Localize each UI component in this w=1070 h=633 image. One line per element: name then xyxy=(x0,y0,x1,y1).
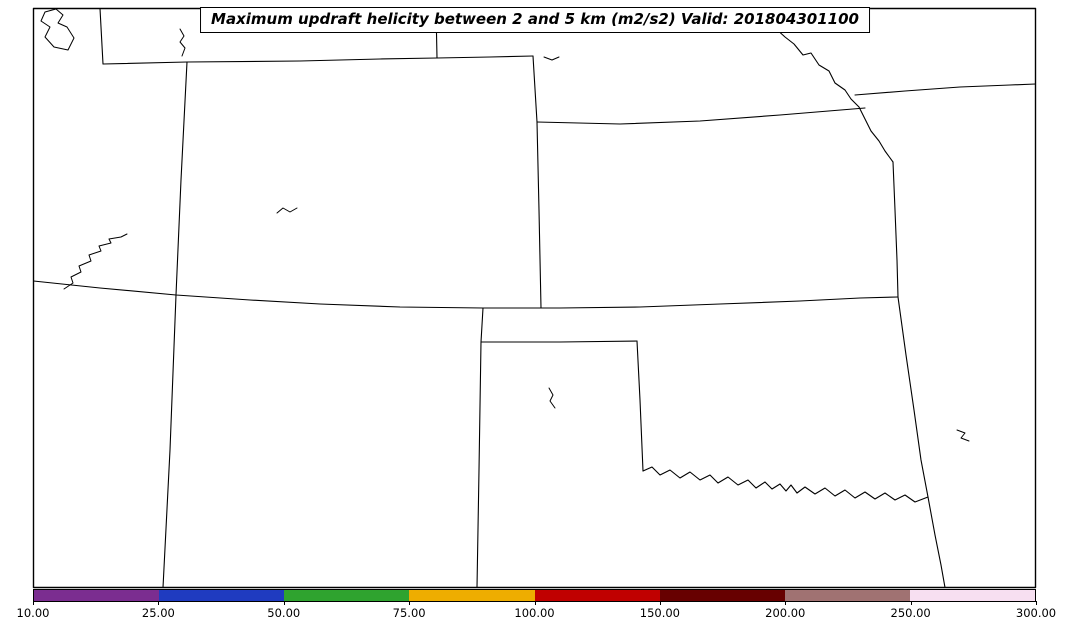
water-features xyxy=(40,8,970,442)
plot-title-box: Maximum updraft helicity between 2 and 5… xyxy=(200,7,870,33)
boundary-oklahoma-west xyxy=(636,340,644,472)
colorbar-segment-100-150 xyxy=(534,590,660,601)
colorbar-tick-label: 250.00 xyxy=(890,606,931,620)
boundary-texas-north xyxy=(480,340,638,343)
colorbar-tick-label: 25.00 xyxy=(141,606,175,620)
colorbar-tickmark xyxy=(1036,601,1037,605)
red-river xyxy=(642,466,929,503)
colorbar-tick-label: 200.00 xyxy=(765,606,806,620)
boundary-oklahoma-east xyxy=(897,296,929,498)
boundary-newmexico-east xyxy=(476,307,484,589)
colorbar-tick-label: 75.00 xyxy=(392,606,426,620)
boundary-colorado-newmexico-west xyxy=(162,61,188,589)
colorbar-tick-label: 100.00 xyxy=(514,606,555,620)
blue-mesa-reservoir xyxy=(276,207,298,214)
lake-powell xyxy=(63,233,128,290)
boundary-kansas-north xyxy=(536,107,866,125)
colorbar-tickmark xyxy=(33,601,34,605)
colorbar-segment-25-50 xyxy=(159,590,285,601)
boundary-texas-arkansas xyxy=(927,496,946,589)
boundary-41n-parallel xyxy=(102,55,534,65)
lake-meredith xyxy=(548,387,556,409)
colorbar-tickmark xyxy=(910,601,912,605)
colorbar-tick-label: 10.00 xyxy=(16,606,50,620)
colorbar-tick-labels: 10.00 25.00 50.00 75.00 100.00 150.00 200.00 25… xyxy=(0,606,1070,626)
colorbar-segment-50-75 xyxy=(284,590,410,601)
colorbar-tickmark xyxy=(409,601,411,605)
boundary-37n-parallel xyxy=(32,280,899,309)
colorbar-tickmark xyxy=(659,601,661,605)
colorbar-segment-150-200 xyxy=(659,590,785,601)
lake-mcconaughy xyxy=(543,56,560,61)
colorbar-tick-label: 50.00 xyxy=(267,606,301,620)
colorbar-segment-10-25 xyxy=(34,590,160,601)
boundary-utah-wyoming xyxy=(99,7,104,65)
colorbar-tickmark xyxy=(785,601,787,605)
map-frame xyxy=(32,7,1037,589)
colorbar-tickmark xyxy=(534,601,536,605)
boundary-kansas-east xyxy=(892,161,899,298)
boundary-colorado-east xyxy=(532,55,542,309)
plot-title: Maximum updraft helicity between 2 and 5… xyxy=(211,10,859,28)
colorbar-segment-250-300 xyxy=(909,590,1035,601)
colorbar xyxy=(33,589,1036,602)
missouri-river xyxy=(769,7,894,163)
colorbar-tickmark xyxy=(283,601,285,605)
colorbar-segment-75-100 xyxy=(409,590,535,601)
state-boundaries xyxy=(32,7,1037,589)
colorbar-tickmarks xyxy=(0,601,1070,606)
great-salt-lake xyxy=(40,8,75,51)
colorbar-tick-label: 150.00 xyxy=(639,606,680,620)
boundary-iowa-missouri xyxy=(854,83,1037,96)
colorbar-tickmark xyxy=(158,601,160,605)
lake-eufaula xyxy=(956,429,970,442)
colorbar-segment-200-250 xyxy=(784,590,910,601)
flaming-gorge-reservoir xyxy=(179,28,186,57)
colorbar-tick-label: 300.00 xyxy=(1015,606,1057,620)
